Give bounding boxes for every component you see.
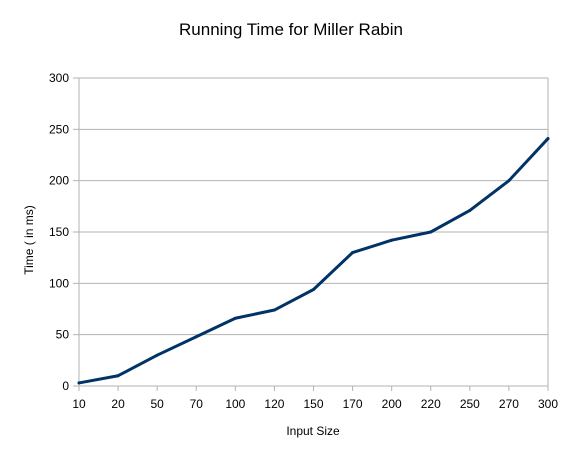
x-tick-label-170: 170 — [343, 397, 363, 411]
x-axis-label: Input Size — [286, 424, 340, 438]
data-point-170 — [351, 251, 355, 255]
x-tick-label-50: 50 — [150, 397, 164, 411]
axes — [73, 77, 549, 391]
data-point-100 — [233, 316, 237, 320]
x-tick-label-100: 100 — [225, 397, 245, 411]
y-tick-label-0: 0 — [62, 379, 69, 393]
data-point-220 — [429, 230, 433, 234]
y-axis-label: Time ( in ms) — [22, 205, 36, 275]
x-tick-label-250: 250 — [460, 397, 480, 411]
x-tick-label-300: 300 — [538, 397, 558, 411]
tick-labels: 0 50 100 150 200 250 300 10 20 50 70 100 120 150 170 20… — [49, 71, 558, 411]
y-tick-label-200: 200 — [49, 174, 69, 188]
data-point-70 — [194, 335, 198, 339]
data-point-50 — [155, 353, 159, 357]
data-point-150 — [312, 287, 315, 291]
x-tick-label-220: 220 — [421, 397, 441, 411]
y-tick-label-100: 100 — [49, 276, 69, 290]
series-line-0 — [77, 137, 550, 385]
y-tick-label-250: 250 — [49, 122, 69, 136]
data-point-250 — [468, 208, 472, 212]
data-point-20 — [116, 374, 120, 378]
chart-title: Running Time for Miller Rabin — [179, 20, 403, 39]
grid-lines — [79, 77, 548, 336]
y-tick-label-150: 150 — [49, 225, 69, 239]
data-point-270 — [507, 179, 511, 183]
data-point-10 — [77, 381, 81, 385]
x-tick-label-200: 200 — [382, 397, 402, 411]
data-point-120 — [272, 308, 276, 312]
x-tick-label-150: 150 — [303, 397, 323, 411]
y-tick-label-300: 300 — [49, 71, 69, 85]
series-layer — [77, 137, 550, 385]
data-point-300 — [546, 137, 550, 141]
x-tick-label-120: 120 — [264, 397, 284, 411]
x-tick-label-10: 10 — [72, 397, 86, 411]
x-tick-label-20: 20 — [111, 397, 125, 411]
y-tick-label-50: 50 — [56, 328, 70, 342]
data-point-200 — [390, 238, 394, 242]
x-tick-label-270: 270 — [499, 397, 519, 411]
x-tick-label-70: 70 — [190, 397, 204, 411]
